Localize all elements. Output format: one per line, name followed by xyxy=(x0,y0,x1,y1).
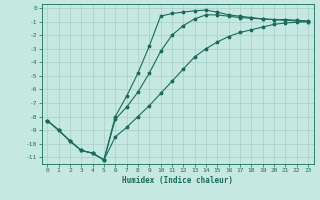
X-axis label: Humidex (Indice chaleur): Humidex (Indice chaleur) xyxy=(122,176,233,185)
